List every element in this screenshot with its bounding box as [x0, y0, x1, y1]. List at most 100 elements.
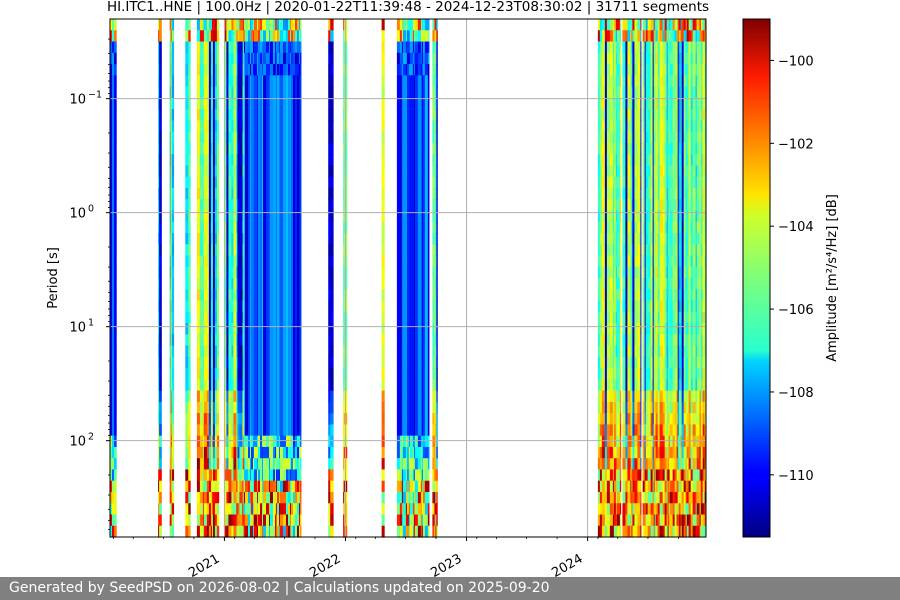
- heatmap-cell: [243, 469, 246, 482]
- heatmap-cell: [237, 368, 240, 380]
- heatmap-cell: [244, 311, 249, 324]
- heatmap-cell: [250, 525, 254, 538]
- heatmap-cell: [114, 311, 117, 324]
- heatmap-cell: [243, 109, 246, 121]
- heatmap-cell: [287, 41, 291, 54]
- heatmap-cell: [435, 491, 437, 504]
- heatmap-cell: [262, 300, 267, 313]
- heatmap-cell: [405, 109, 408, 121]
- heatmap-cell: [285, 86, 289, 99]
- heatmap-cell: [224, 514, 227, 527]
- heatmap-cell: [399, 401, 403, 414]
- heatmap-cell: [396, 86, 401, 99]
- heatmap-cell: [279, 97, 284, 110]
- heatmap-cell: [597, 503, 601, 516]
- heatmap-cell: [236, 480, 238, 493]
- heatmap-cell: [203, 289, 208, 302]
- heatmap-cell: [604, 165, 608, 178]
- heatmap-cell: [279, 446, 284, 459]
- heatmap-cell: [619, 131, 622, 144]
- heatmap-cell: [622, 401, 626, 414]
- heatmap-cell: [208, 232, 212, 245]
- heatmap-cell: [432, 424, 435, 437]
- heatmap-cell: [604, 390, 608, 403]
- heatmap-cell: [262, 435, 267, 448]
- heatmap-cell: [627, 469, 631, 482]
- heatmap-cell: [216, 435, 220, 448]
- heatmap-cell: [237, 131, 240, 144]
- heatmap-cell: [159, 30, 162, 43]
- heatmap-cell: [330, 379, 334, 392]
- heatmap-cell: [330, 86, 334, 99]
- heatmap-cell: [210, 458, 213, 471]
- heatmap-cell: [424, 131, 429, 144]
- heatmap-cell: [298, 142, 301, 155]
- heatmap-cell: [296, 435, 300, 448]
- heatmap-cell: [422, 165, 426, 178]
- heatmap-cell: [185, 64, 189, 76]
- heatmap-cell: [242, 120, 244, 133]
- heatmap-cell: [211, 255, 214, 268]
- heatmap-cell: [188, 289, 191, 302]
- heatmap-cell: [274, 356, 277, 369]
- heatmap-cell: [401, 491, 404, 504]
- heatmap-cell: [640, 187, 642, 200]
- heatmap-cell: [409, 187, 414, 200]
- heatmap-cell: [269, 435, 274, 448]
- heatmap-cell: [642, 131, 646, 144]
- heatmap-cell: [278, 120, 281, 133]
- heatmap-cell: [616, 255, 621, 268]
- heatmap-cell: [275, 424, 278, 437]
- heatmap-cell: [409, 480, 414, 493]
- heatmap-cell: [414, 266, 419, 279]
- heatmap-cell: [634, 154, 638, 166]
- heatmap-cell: [212, 199, 216, 212]
- heatmap-cell: [228, 368, 232, 380]
- heatmap-cell: [287, 525, 291, 538]
- heatmap-cell: [285, 221, 289, 234]
- heatmap-cell: [619, 446, 622, 459]
- heatmap-cell: [627, 210, 631, 223]
- heatmap-cell: [619, 266, 622, 279]
- heatmap-cell: [381, 131, 385, 144]
- heatmap-cell: [640, 424, 642, 437]
- heatmap-cell: [243, 289, 245, 302]
- heatmap-cell: [420, 334, 423, 347]
- heatmap-cell: [208, 480, 212, 493]
- heatmap-cell: [285, 356, 289, 369]
- heatmap-cell: [619, 210, 622, 223]
- heatmap-cell: [597, 176, 601, 189]
- heatmap-cell: [282, 413, 287, 425]
- heatmap-cell: [237, 232, 240, 245]
- heatmap-cell: [615, 97, 618, 110]
- heatmap-cell: [634, 424, 638, 437]
- heatmap-cell: [185, 232, 189, 245]
- heatmap-cell: [625, 97, 628, 110]
- heatmap-cell: [242, 244, 244, 257]
- heatmap-cell: [401, 109, 404, 121]
- heatmap-cell: [253, 154, 258, 166]
- heatmap-cell: [609, 255, 614, 268]
- heatmap-cell: [612, 64, 615, 76]
- heatmap-cell: [409, 300, 414, 313]
- heatmap-cell: [282, 424, 287, 437]
- heatmap-cell: [289, 176, 292, 189]
- heatmap-cell: [627, 86, 631, 99]
- heatmap-cell: [237, 120, 240, 133]
- heatmap-cell: [233, 109, 237, 121]
- heatmap-cell: [278, 266, 281, 279]
- heatmap-cell: [287, 232, 291, 245]
- heatmap-cell: [637, 480, 641, 493]
- heatmap-cell: [290, 491, 294, 504]
- heatmap-cell: [642, 109, 646, 121]
- heatmap-cell: [436, 514, 438, 527]
- heatmap-cell: [239, 30, 243, 43]
- heatmap-cell: [112, 401, 115, 414]
- heatmap-cell: [233, 41, 237, 54]
- heatmap-cell: [631, 356, 633, 369]
- heatmap-cell: [622, 199, 626, 212]
- heatmap-cell: [408, 52, 411, 65]
- heatmap-cell: [236, 323, 238, 335]
- heatmap-cell: [422, 311, 426, 324]
- heatmap-cell: [401, 221, 404, 234]
